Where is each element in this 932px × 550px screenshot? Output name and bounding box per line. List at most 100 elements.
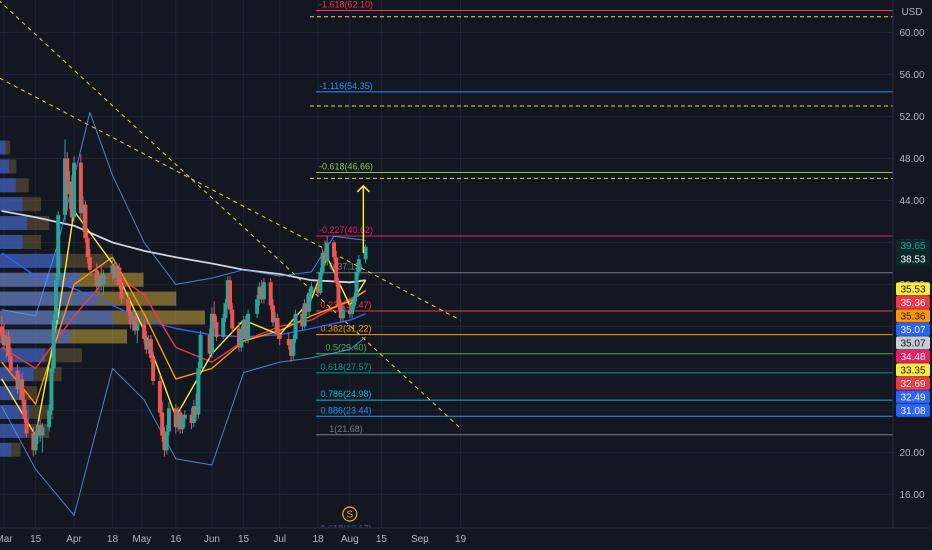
candle-body <box>15 370 20 390</box>
price-label-badge <box>896 403 930 417</box>
time-tick-label: 15 <box>30 534 42 545</box>
price-label-badge <box>896 349 930 363</box>
price-tick-label: 20.00 <box>899 448 924 459</box>
candle-body <box>85 238 90 258</box>
candle-body <box>8 355 13 371</box>
candle-body <box>286 339 291 346</box>
candle-body <box>356 259 361 272</box>
volume-profile-bar-up <box>0 234 23 249</box>
candle-body <box>112 265 117 279</box>
fib-level-label: 0.786(24.98) <box>320 389 371 399</box>
candle-body <box>173 408 178 428</box>
price-label-badge <box>896 282 930 296</box>
candle-body <box>130 315 135 325</box>
price-label-text: 35.36 <box>900 298 925 309</box>
candle-body <box>243 320 248 340</box>
candle-body <box>241 320 246 331</box>
indicator-bb_lower <box>1 336 366 516</box>
volume-profile-bar-up <box>0 216 28 231</box>
candle-body <box>51 320 56 369</box>
volume-profile <box>0 140 205 457</box>
candle-body <box>31 433 36 451</box>
event-marker <box>342 506 358 522</box>
candle-body <box>275 318 280 335</box>
candle-body <box>341 309 345 319</box>
candle-body <box>146 339 151 350</box>
price-label-text: 31.08 <box>900 406 925 417</box>
price-label-badge <box>896 363 930 377</box>
price-label-badge <box>896 390 930 404</box>
price-label-text: 32.49 <box>900 392 925 403</box>
candle-body <box>101 273 106 285</box>
candle-body <box>49 368 54 411</box>
candle-body <box>268 282 273 306</box>
candle-body <box>277 334 282 340</box>
horizontal-levels[interactable] <box>310 16 893 179</box>
volume-profile-bar-up <box>0 442 12 457</box>
fib-level-label: 0.236(33.47) <box>320 300 371 310</box>
price-labels: 39.65 38.53 35.53 35.36 35.36 35.07 35.07 34.48… <box>896 239 930 417</box>
candle-body <box>209 313 214 354</box>
price-label-text: 33.35 <box>900 365 925 376</box>
price-label-badge <box>896 252 930 266</box>
candle-body <box>81 204 86 214</box>
time-tick-label: 15 <box>376 534 388 545</box>
candle-body <box>83 204 88 239</box>
candle-body <box>318 271 323 293</box>
candle-body <box>257 286 262 300</box>
candle-body <box>17 378 22 390</box>
candle-body <box>309 286 314 293</box>
price-label-badge <box>896 336 930 350</box>
trendlines[interactable] <box>0 0 461 429</box>
price-label-badge <box>896 322 930 336</box>
candle-body <box>67 181 72 195</box>
candle-body <box>4 336 9 346</box>
fib-level-label: 0.886(23.44) <box>320 405 371 415</box>
currency-label: USD <box>901 7 922 18</box>
price-axis[interactable]: USD 60.0056.0052.0048.0044.0040.0036.003… <box>892 0 932 543</box>
volume-profile-bar-up <box>0 178 16 193</box>
candle-body <box>0 326 4 335</box>
candle-body <box>304 303 309 312</box>
candle-body <box>22 399 27 419</box>
candle-body <box>212 313 217 323</box>
candle-body <box>38 425 43 436</box>
target-arrow-head <box>356 184 370 193</box>
trendline <box>0 0 461 429</box>
candle-body <box>230 309 235 329</box>
volume-profile-bar-up <box>0 272 79 287</box>
target-arrow[interactable] <box>356 184 370 253</box>
candle-body <box>354 271 359 298</box>
time-tick-label: Aug <box>341 534 359 545</box>
events[interactable]: S <box>342 506 358 522</box>
candle-body <box>352 297 357 306</box>
fib-level-label: 0(37.12) <box>329 262 363 272</box>
candle-body <box>261 282 266 300</box>
volume-profile-bar-up <box>0 253 63 268</box>
time-tick-label: Apr <box>66 534 82 545</box>
candle-body <box>293 313 298 340</box>
candle-body <box>347 309 352 314</box>
candle-body <box>166 408 171 432</box>
candle-body <box>223 303 228 319</box>
candle-body <box>198 334 203 369</box>
candle-body <box>363 246 368 260</box>
candle-body <box>273 318 278 323</box>
candle-body <box>99 276 104 285</box>
candle-body <box>322 252 327 262</box>
candle-body <box>338 305 343 319</box>
candle-body <box>78 162 83 214</box>
candle-body <box>270 305 275 323</box>
price-label-badge <box>896 309 930 323</box>
price-label-text: 35.07 <box>900 338 925 349</box>
time-axis[interactable]: Mar 15 Apr 18 May 16 Jun 15 Jul 18 Aug 15 Sep 19 <box>0 527 932 550</box>
candle-body <box>6 336 11 356</box>
candle-body <box>47 410 52 428</box>
candle-body <box>221 318 226 337</box>
price-tick-label: 52.00 <box>899 112 924 123</box>
candle-body <box>237 328 242 348</box>
candle-body <box>300 313 305 327</box>
candle-body <box>157 381 162 413</box>
volume-profile-bar-up <box>0 159 10 174</box>
